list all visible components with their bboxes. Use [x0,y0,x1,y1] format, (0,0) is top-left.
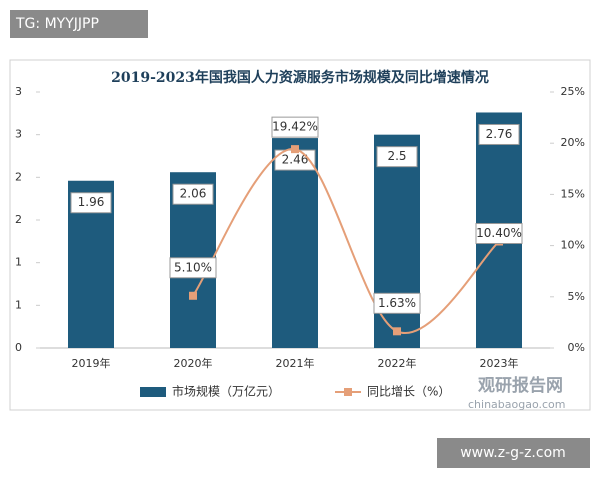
value-label: 2.76 [486,127,513,141]
x-tick-label: 2023年 [480,356,519,370]
value-label: 5.10% [174,260,212,274]
legend-swatch [140,387,166,397]
logo-url: chinabaogao.com [468,398,566,411]
legend-label: 市场规模（万亿元） [172,384,280,399]
value-label-box [376,146,418,168]
y-tick-label: 3 [15,128,22,141]
value-label: 10.40% [476,226,522,240]
watermark: TG: MYYJJPP [15,16,99,32]
value-label-box [169,257,217,279]
watermark: www.z-g-z.com [460,445,566,461]
value-label-box [373,292,421,314]
y-tick-label: 2 [15,170,22,183]
y-tick-label: 0 [15,341,22,354]
x-tick-label: 2020年 [174,356,213,370]
value-label-box [478,123,520,145]
y-tick-label: 1 [15,298,22,311]
y2-tick-label: 20% [561,136,585,149]
y-tick-label: 2 [15,213,22,226]
value-label: 2.06 [180,187,207,201]
line-marker [189,291,197,300]
value-label: 2.5 [387,149,406,163]
value-label-box [475,223,523,245]
logo: 观研报告网 [477,375,563,396]
y-tick-label: 1 [15,256,22,269]
value-label-box [70,192,112,214]
chart-title: 2019-2023年国我国人力资源服务市场规模及同比增速情况 [111,69,489,86]
watermark-box [10,10,148,38]
value-label-box [172,183,214,205]
line-marker [291,145,299,154]
y2-tick-label: 5% [568,290,585,303]
x-tick-label: 2022年 [378,356,417,370]
x-tick-label: 2019年 [72,356,111,370]
legend-label: 同比增长（%） [367,385,450,399]
value-label: 1.96 [78,195,105,209]
y2-tick-label: 0% [568,341,585,354]
x-tick-label: 2021年 [276,356,315,370]
y-tick-label: 3 [15,85,22,98]
legend-swatch [344,388,352,396]
line-marker [393,327,401,336]
bar [272,138,318,348]
line [192,148,500,335]
y2-tick-label: 25% [561,85,585,98]
value-label: 19.42% [272,120,318,134]
y2-tick-label: 15% [561,187,585,200]
y2-tick-label: 10% [561,239,585,252]
value-label: 1.63% [378,296,416,310]
watermark-box [437,438,590,468]
value-label: 2.46 [282,153,309,167]
value-label-box [271,116,319,138]
